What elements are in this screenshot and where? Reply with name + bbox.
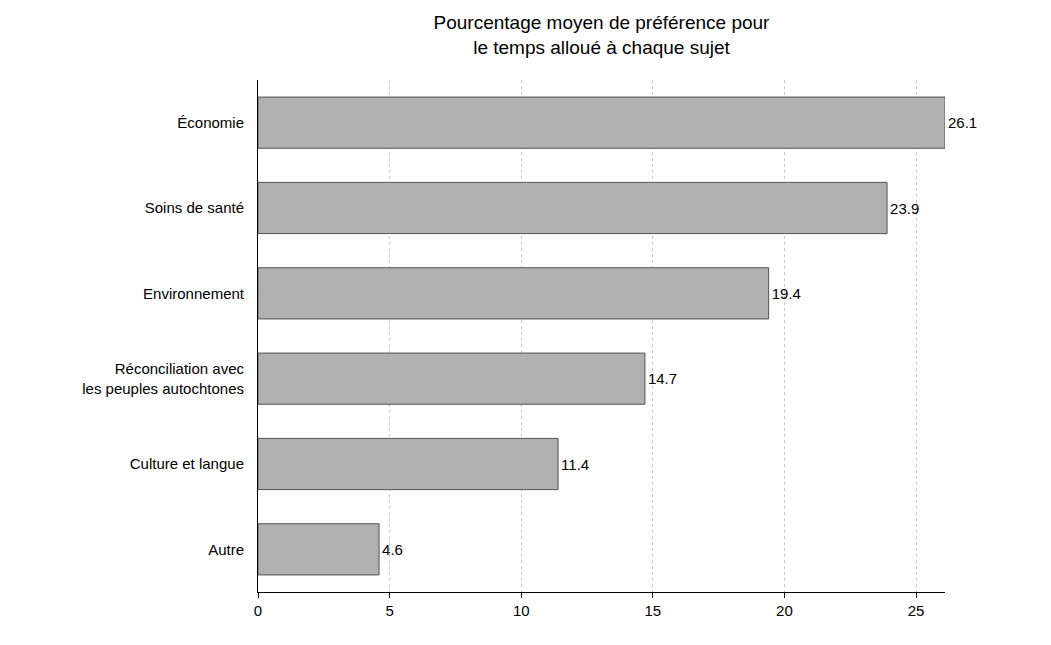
svg-text:Environnement: Environnement (143, 285, 245, 302)
svg-text:11.4: 11.4 (561, 456, 589, 473)
svg-text:25: 25 (908, 602, 925, 619)
svg-text:Pourcentage moyen de préférenc: Pourcentage moyen de préférence pourle t… (434, 12, 771, 58)
svg-text:20: 20 (776, 602, 793, 619)
svg-text:4.6: 4.6 (382, 541, 403, 558)
svg-text:Économie: Économie (177, 114, 244, 131)
svg-text:15: 15 (644, 602, 661, 619)
svg-text:5: 5 (385, 602, 393, 619)
svg-text:Culture et langue: Culture et langue (130, 455, 244, 472)
svg-text:10: 10 (513, 602, 530, 619)
svg-text:Soins de santé: Soins de santé (145, 199, 244, 216)
svg-text:26.1: 26.1 (948, 114, 977, 131)
svg-text:0: 0 (254, 602, 262, 619)
svg-text:23.9: 23.9 (890, 200, 919, 217)
svg-text:Réconciliation avecles peuples: Réconciliation avecles peuples autochton… (82, 360, 244, 397)
svg-text:Autre: Autre (208, 541, 244, 558)
svg-text:14.7: 14.7 (648, 370, 677, 387)
svg-text:19.4: 19.4 (772, 285, 801, 302)
